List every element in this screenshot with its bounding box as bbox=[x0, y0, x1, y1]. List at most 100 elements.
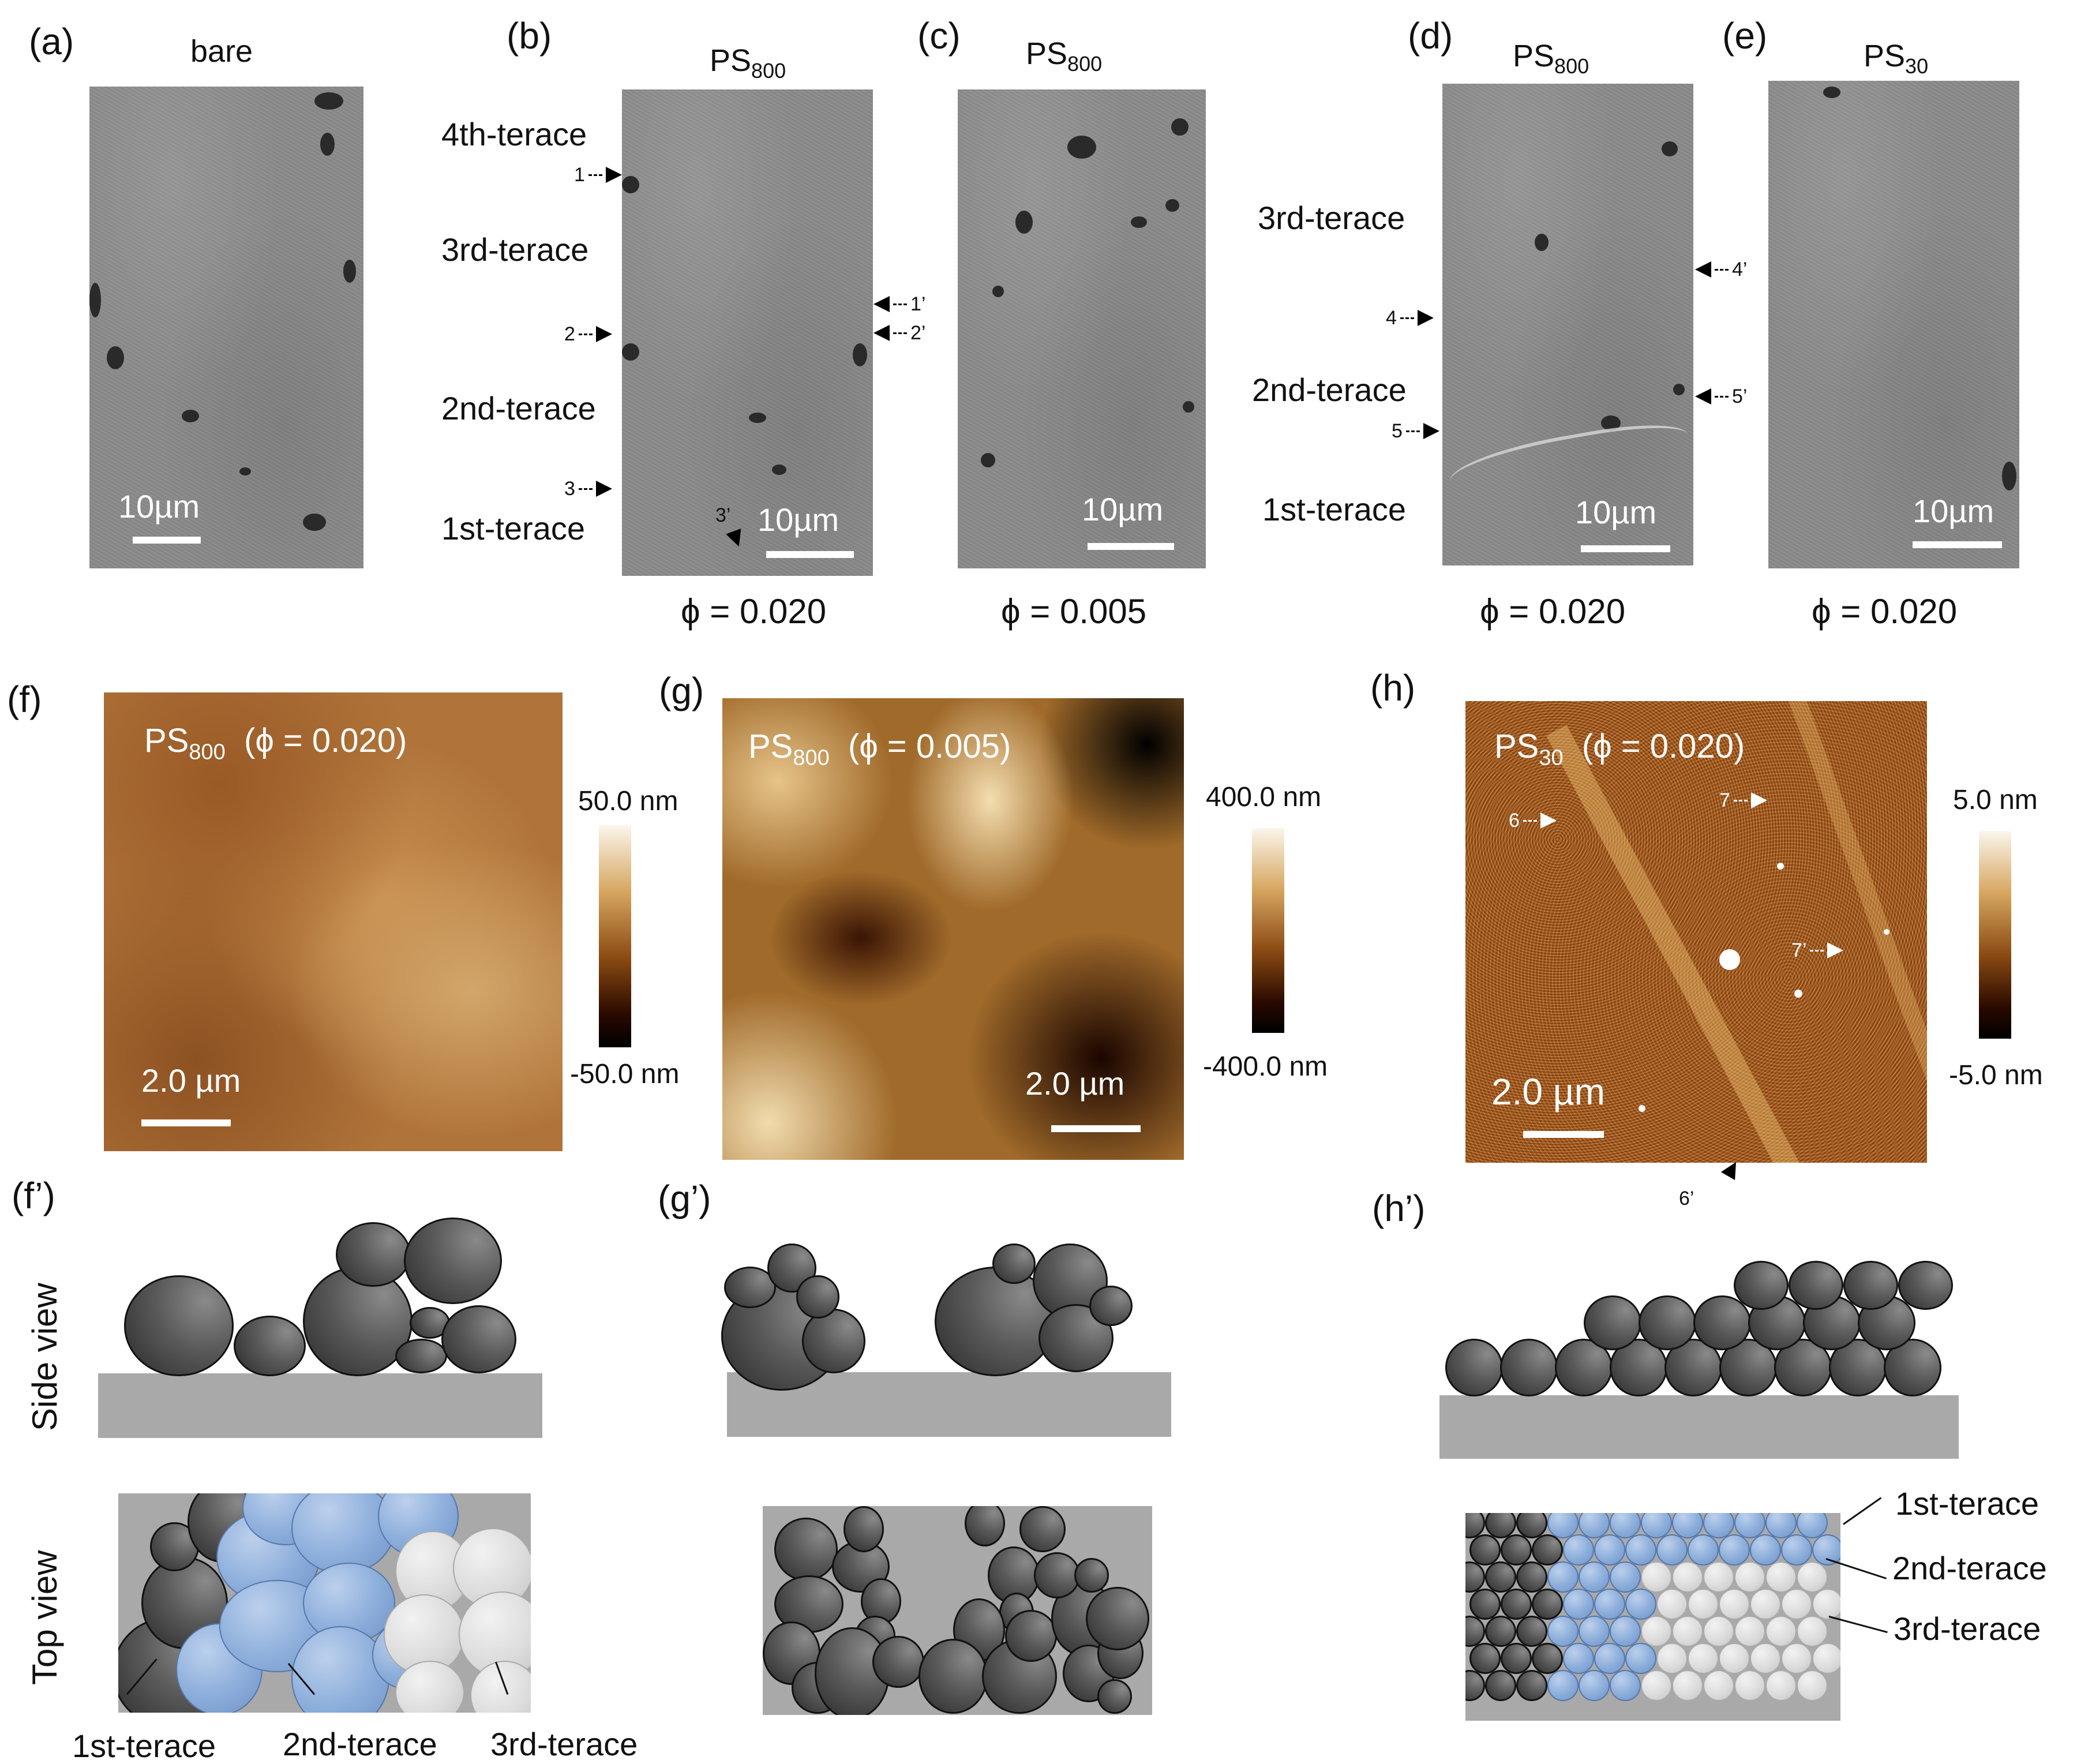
panel-e-label: (e) bbox=[1722, 15, 1768, 57]
top-view-label: Top view bbox=[25, 1550, 64, 1685]
sphere bbox=[1465, 1561, 1485, 1593]
sphere bbox=[1465, 1615, 1485, 1647]
substrate bbox=[98, 1373, 542, 1438]
scale-bar bbox=[141, 1119, 231, 1126]
sphere bbox=[1641, 1561, 1672, 1593]
boundary-marker: 1 bbox=[574, 165, 622, 185]
sphere bbox=[1765, 1669, 1797, 1701]
scale-bar-label: 10µm bbox=[118, 488, 200, 525]
terrace-label: 1st-terace bbox=[1262, 491, 1406, 527]
sphere bbox=[1563, 1534, 1594, 1565]
sphere bbox=[1703, 1561, 1734, 1593]
sphere bbox=[1719, 1534, 1750, 1565]
panel-c-label: (c) bbox=[917, 15, 961, 57]
sphere bbox=[1501, 1588, 1532, 1620]
scale-bar bbox=[1051, 1125, 1141, 1132]
sphere bbox=[1703, 1513, 1734, 1538]
panel-b-title: PS800 bbox=[710, 43, 786, 83]
panel-d-title: PS800 bbox=[1513, 39, 1589, 78]
boundary-marker: 6’ bbox=[1679, 1188, 1694, 1209]
sphere bbox=[1750, 1588, 1781, 1620]
colorbar-min: -50.0 nm bbox=[570, 1059, 680, 1089]
sphere bbox=[1656, 1588, 1688, 1620]
sem-image-ps800-d: 10µm bbox=[1442, 84, 1693, 565]
scale-bar bbox=[1581, 545, 1670, 552]
sphere bbox=[1812, 1534, 1840, 1565]
panel-c-title: PS800 bbox=[1026, 36, 1103, 76]
sphere bbox=[1672, 1669, 1703, 1701]
sphere bbox=[1641, 1669, 1672, 1701]
sphere bbox=[1672, 1615, 1703, 1647]
colorbar bbox=[599, 825, 631, 1047]
boundary-marker: 6 bbox=[1509, 811, 1557, 830]
sphere bbox=[1719, 1642, 1750, 1674]
sphere bbox=[1469, 1642, 1501, 1674]
boundary-marker: 2’ bbox=[873, 323, 925, 343]
sphere bbox=[1579, 1669, 1610, 1701]
sphere bbox=[1641, 1615, 1672, 1647]
phi-value: ϕ = 0.005 bbox=[1001, 592, 1147, 631]
sphere bbox=[1797, 1615, 1828, 1647]
sphere bbox=[1516, 1615, 1547, 1647]
sphere bbox=[1610, 1615, 1641, 1647]
sphere bbox=[1594, 1534, 1625, 1565]
sphere bbox=[1501, 1534, 1532, 1565]
sphere bbox=[1750, 1642, 1781, 1674]
sem-image-ps30-e: 10µm bbox=[1768, 81, 2019, 568]
sphere bbox=[1734, 1669, 1765, 1701]
sphere bbox=[1797, 1669, 1828, 1701]
sphere bbox=[1532, 1534, 1563, 1565]
sphere bbox=[1688, 1588, 1719, 1620]
panel-b-label: (b) bbox=[507, 15, 552, 57]
panel-h-label: (h) bbox=[1370, 667, 1416, 709]
scale-bar-label: 10µm bbox=[1913, 493, 1994, 529]
sphere bbox=[1781, 1534, 1812, 1565]
terrace-label: 2nd-terace bbox=[1252, 372, 1407, 408]
sphere bbox=[1812, 1642, 1840, 1674]
scale-bar-label: 2.0 µm bbox=[1491, 1071, 1605, 1113]
phi-value: ϕ = 0.020 bbox=[1812, 592, 1958, 631]
sphere bbox=[1719, 1588, 1750, 1620]
leader-line bbox=[1843, 1497, 1882, 1525]
sphere bbox=[1445, 1339, 1503, 1396]
colorbar-max: 5.0 nm bbox=[1953, 785, 2038, 815]
terrace-label: 2nd-terace bbox=[1892, 1550, 2047, 1586]
sphere bbox=[1765, 1513, 1797, 1538]
panel-a-title: bare bbox=[190, 34, 253, 69]
boundary-marker: 4’ bbox=[1695, 260, 1747, 279]
sphere bbox=[1625, 1534, 1656, 1565]
boundary-marker: 3 bbox=[564, 479, 612, 499]
afm-image-h: PS30 (ϕ = 0.020) 6 7 7’ 2.0 µm bbox=[1465, 701, 1927, 1163]
scale-bar bbox=[133, 537, 201, 544]
boundary-marker: 7’ bbox=[1791, 941, 1844, 960]
sphere bbox=[1579, 1561, 1610, 1593]
boundary-marker: 2 bbox=[564, 324, 612, 344]
sphere bbox=[1547, 1561, 1579, 1593]
sphere bbox=[1734, 1261, 1789, 1310]
afm-title: PS30 (ϕ = 0.020) bbox=[1494, 728, 1745, 770]
terrace-label: 2nd-terace bbox=[441, 390, 596, 426]
sphere bbox=[1688, 1642, 1719, 1674]
sphere bbox=[1703, 1615, 1734, 1647]
sphere bbox=[1765, 1615, 1797, 1647]
top-view-g bbox=[763, 1506, 1152, 1715]
sphere bbox=[1485, 1513, 1516, 1538]
sphere bbox=[1485, 1669, 1516, 1701]
terrace-label: 4th-terace bbox=[441, 116, 587, 152]
top-view-f bbox=[118, 1493, 531, 1713]
sphere bbox=[1750, 1534, 1781, 1565]
panel-f-prime-label: (f’) bbox=[12, 1175, 55, 1216]
sphere bbox=[1703, 1669, 1734, 1701]
sphere bbox=[1843, 1261, 1898, 1310]
sphere bbox=[1563, 1642, 1594, 1674]
terrace-label: 1st-terace bbox=[441, 510, 585, 546]
phi-value: ϕ = 0.020 bbox=[681, 592, 827, 631]
scale-bar bbox=[1088, 543, 1174, 550]
sphere bbox=[1516, 1669, 1547, 1701]
scale-bar-label: 10µm bbox=[1575, 494, 1657, 530]
phi-value: ϕ = 0.020 bbox=[1480, 592, 1626, 631]
terrace-label: 3rd-terace bbox=[441, 231, 589, 268]
sphere bbox=[1563, 1588, 1594, 1620]
panel-f-label: (f) bbox=[7, 679, 42, 720]
scale-bar-label: 2.0 µm bbox=[1025, 1065, 1125, 1102]
